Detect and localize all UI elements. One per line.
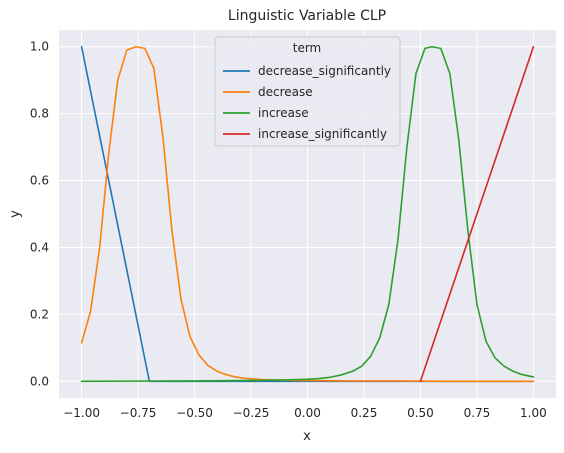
x-tick-label: 0.25	[351, 406, 378, 420]
series-layer	[80, 45, 535, 383]
legend-label: increase_significantly	[258, 127, 387, 141]
chart-title: Linguistic Variable CLP	[228, 8, 386, 24]
y-tick-label: 0.4	[30, 240, 49, 254]
x-tick-labels: −1.00 −0.75 −0.50 −0.25 0.00 0.25 0.50 0.75 1.00	[63, 406, 547, 420]
y-tick-label: 0.0	[30, 374, 49, 388]
x-tick-label: −0.25	[233, 406, 270, 420]
x-tick-label: 0.50	[407, 406, 434, 420]
series-line-increase-significantly	[419, 45, 535, 383]
series-line-decrease	[80, 45, 535, 383]
legend-label: decrease	[258, 85, 313, 99]
x-tick-label: −0.50	[176, 406, 213, 420]
legend-label: increase	[258, 106, 309, 120]
y-tick-label: 1.0	[30, 40, 49, 54]
x-tick-label: 0.75	[464, 406, 491, 420]
legend-title: term	[293, 41, 322, 55]
legend-label: decrease_significantly	[258, 64, 391, 78]
x-tick-label: 1.00	[520, 406, 547, 420]
x-axis-label: x	[303, 429, 311, 444]
y-tick-label: 0.8	[30, 107, 49, 121]
legend-box	[214, 36, 401, 147]
legend: term decrease_significantly decrease incre…	[214, 36, 401, 147]
series-line-increase	[80, 45, 535, 383]
x-tick-label: 0.00	[294, 406, 321, 420]
y-tick-labels: 0.0 0.2 0.4 0.6 0.8 1.0	[30, 40, 49, 389]
x-tick-label: −1.00	[63, 406, 100, 420]
y-tick-label: 0.2	[30, 307, 49, 321]
x-tick-label: −0.75	[120, 406, 157, 420]
y-tick-label: 0.6	[30, 174, 49, 188]
legend-items: decrease_significantly decrease increase in…	[223, 64, 391, 141]
y-axis-label: y	[8, 210, 23, 218]
